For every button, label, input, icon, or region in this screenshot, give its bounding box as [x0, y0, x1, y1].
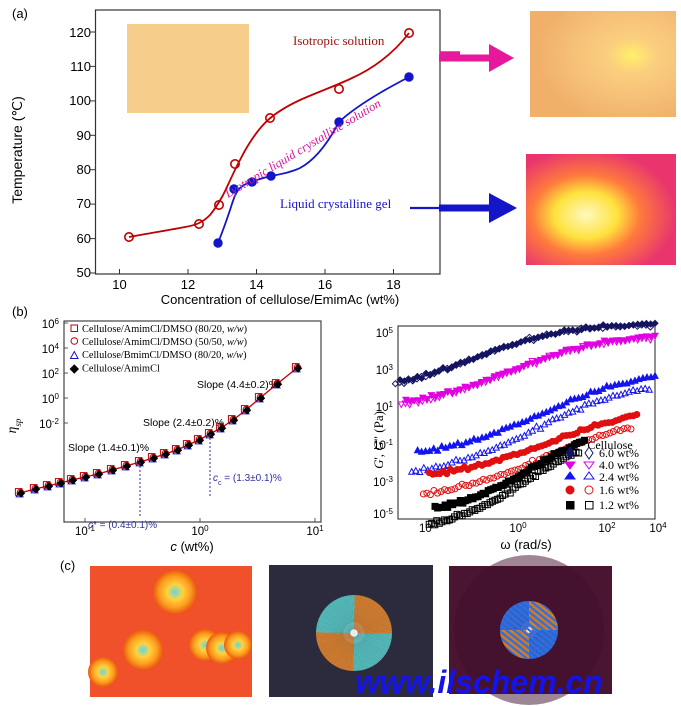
svg-text:www.ilschem.cn: www.ilschem.cn [355, 664, 603, 700]
